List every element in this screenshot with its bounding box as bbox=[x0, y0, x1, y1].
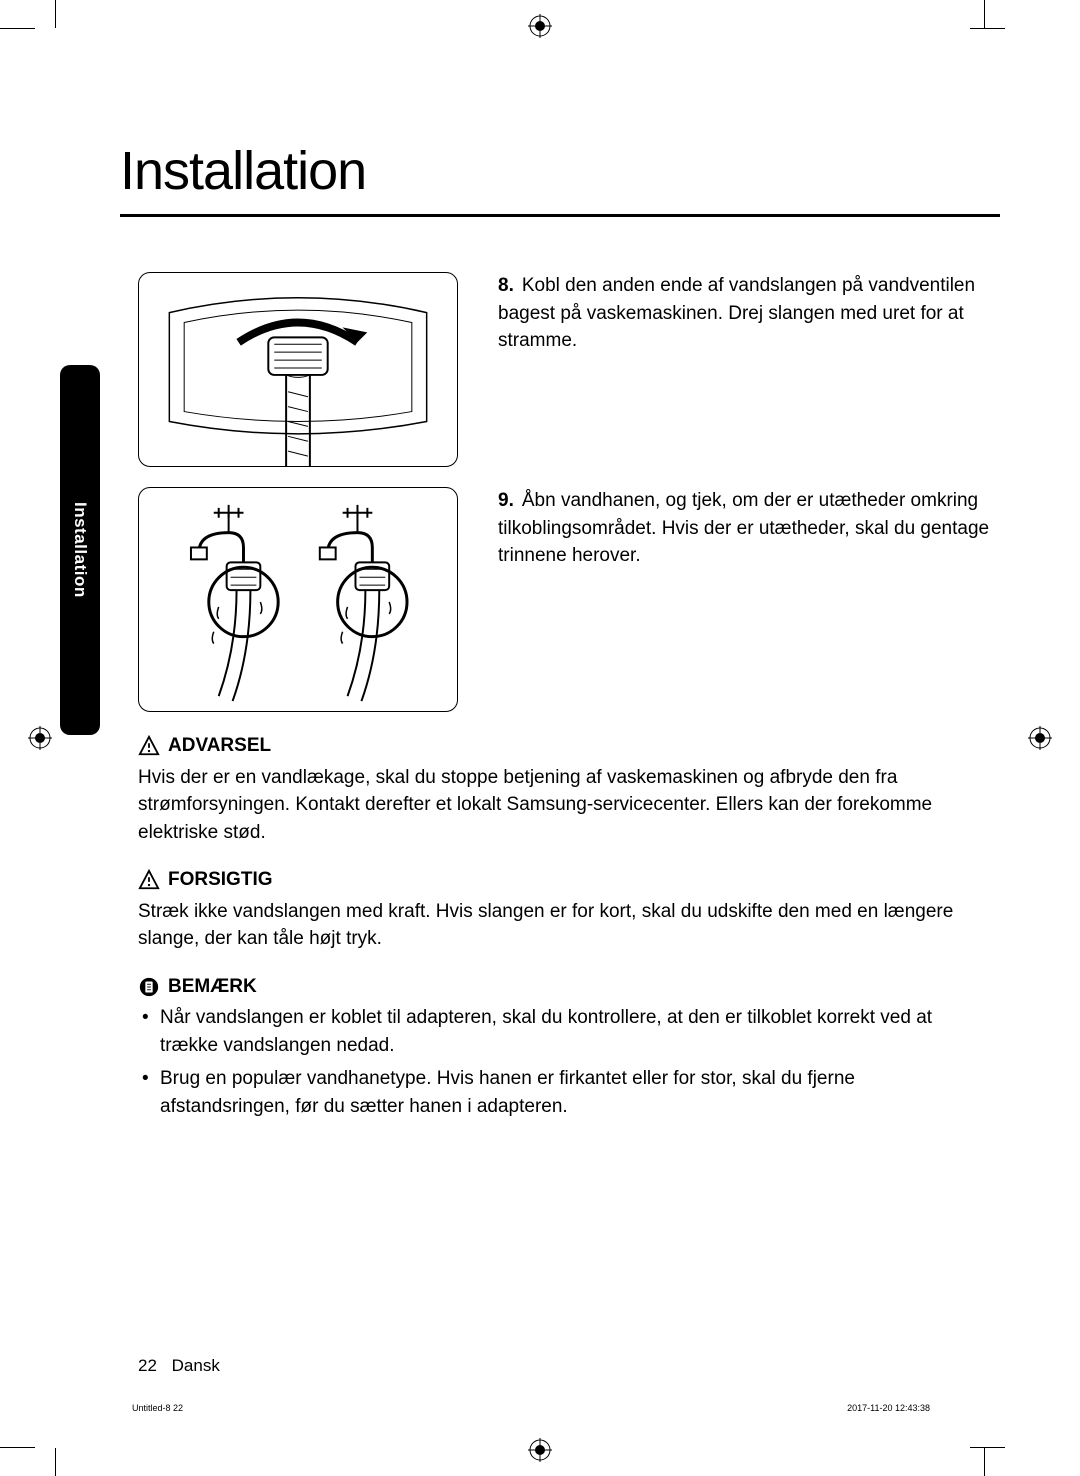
crop-mark bbox=[970, 28, 1005, 29]
step-8-text: 8.Kobl den anden ende af vandslangen på … bbox=[498, 272, 990, 467]
step-8-body: Kobl den anden ende af vandslangen på va… bbox=[498, 275, 975, 351]
step-9-text: 9.Åbn vandhanen, og tjek, om der er utæt… bbox=[498, 487, 990, 712]
step-9-row: 9.Åbn vandhanen, og tjek, om der er utæt… bbox=[138, 487, 990, 712]
note-bullet: Brug en populær vandhanetype. Hvis hanen… bbox=[160, 1065, 990, 1120]
figure-step-8 bbox=[138, 272, 458, 467]
crop-mark bbox=[55, 0, 56, 28]
caution-icon bbox=[138, 869, 160, 891]
section-tab: Installation bbox=[60, 365, 100, 735]
step-9-number: 9. bbox=[498, 490, 514, 511]
title-rule bbox=[120, 214, 1000, 217]
crop-mark bbox=[0, 28, 35, 29]
registration-mark-icon bbox=[528, 1438, 552, 1462]
page-title: Installation bbox=[120, 140, 1020, 202]
page-language: Dansk bbox=[172, 1356, 220, 1375]
page-number: 22 bbox=[138, 1356, 157, 1375]
note-block: BEMÆRK Når vandslangen er koblet til ada… bbox=[138, 973, 990, 1121]
crop-mark bbox=[970, 1447, 1005, 1448]
content-area: 8.Kobl den anden ende af vandslangen på … bbox=[138, 272, 990, 712]
imprint-left: Untitled-8 22 bbox=[132, 1403, 183, 1413]
crop-mark bbox=[984, 1448, 985, 1476]
caution-block: FORSIGTIG Stræk ikke vandslangen med kra… bbox=[138, 866, 990, 953]
warning-text: Hvis der er en vandlækage, skal du stopp… bbox=[138, 764, 990, 847]
section-tab-label: Installation bbox=[70, 502, 90, 598]
caution-text: Stræk ikke vandslangen med kraft. Hvis s… bbox=[138, 898, 990, 953]
step-9-body: Åbn vandhanen, og tjek, om der er utæthe… bbox=[498, 490, 989, 566]
step-8-number: 8. bbox=[498, 275, 514, 296]
registration-mark-icon bbox=[1028, 726, 1052, 750]
imprint-right: 2017-11-20 12:43:38 bbox=[847, 1403, 930, 1413]
caution-label: FORSIGTIG bbox=[168, 866, 273, 894]
note-bullet: Når vandslangen er koblet til adapteren,… bbox=[160, 1004, 990, 1059]
registration-mark-icon bbox=[528, 14, 552, 38]
note-icon bbox=[138, 976, 160, 998]
warning-icon bbox=[138, 735, 160, 757]
page-container: Installation Installation bbox=[60, 55, 1020, 1421]
crop-mark bbox=[55, 1448, 56, 1476]
note-label: BEMÆRK bbox=[168, 973, 257, 1001]
figure-step-9 bbox=[138, 487, 458, 712]
note-bullets: Når vandslangen er koblet til adapteren,… bbox=[138, 1004, 990, 1120]
registration-mark-icon bbox=[28, 726, 52, 750]
crop-mark bbox=[0, 1447, 35, 1448]
step-8-row: 8.Kobl den anden ende af vandslangen på … bbox=[138, 272, 990, 467]
page-footer: 22 Dansk bbox=[138, 1356, 220, 1376]
warning-label: ADVARSEL bbox=[168, 732, 271, 760]
imprint-right-text: 2017-11-20 12:43:38 bbox=[847, 1403, 930, 1413]
crop-mark bbox=[984, 0, 985, 28]
warning-block: ADVARSEL Hvis der er en vandlækage, skal… bbox=[138, 732, 990, 846]
